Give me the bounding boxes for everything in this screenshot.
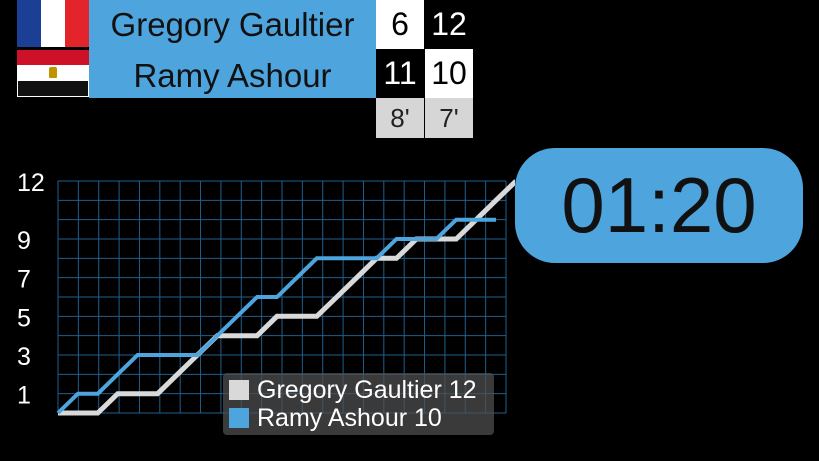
legend-label-2: Ramy Ashour 10 <box>257 403 442 432</box>
y-tick-label: 9 <box>17 227 31 255</box>
y-axis-ticks: 12 9 7 5 3 1 <box>17 169 45 410</box>
y-tick-label: 5 <box>17 304 31 332</box>
legend-item-2: Ramy Ashour 10 <box>229 404 442 432</box>
game1-score-player2: 11 <box>376 49 424 98</box>
game1-duration: 8' <box>376 98 424 138</box>
legend-item-1: Gregory Gaultier 12 <box>229 376 477 404</box>
y-tick-label: 3 <box>17 343 31 371</box>
y-tick-label: 1 <box>17 382 31 410</box>
chart-legend: Gregory Gaultier 12 Ramy Ashour 10 <box>223 373 494 435</box>
game2-score-player1: 12 <box>425 0 473 49</box>
game2-score-player2: 10 <box>425 49 473 98</box>
game2-duration: 7' <box>425 98 473 138</box>
match-timer: 01:20 <box>515 148 803 263</box>
eagle-emblem-icon <box>49 67 57 78</box>
legend-swatch-1 <box>229 380 249 400</box>
legend-swatch-2 <box>229 408 249 428</box>
player-name-1: Gregory Gaultier <box>110 6 355 43</box>
series-line-gregory-gaultier <box>58 179 515 416</box>
player-name-2: Ramy Ashour <box>133 57 332 94</box>
series-line-ramy-ashour <box>56 217 496 415</box>
y-tick-label: 12 <box>17 169 45 197</box>
france-flag <box>17 0 89 47</box>
legend-label-1: Gregory Gaultier 12 <box>257 375 477 404</box>
y-tick-label: 7 <box>17 266 31 294</box>
player-names-panel: Gregory Gaultier Ramy Ashour <box>89 0 376 98</box>
egypt-flag <box>17 50 89 97</box>
game1-score-player1: 6 <box>376 0 424 49</box>
